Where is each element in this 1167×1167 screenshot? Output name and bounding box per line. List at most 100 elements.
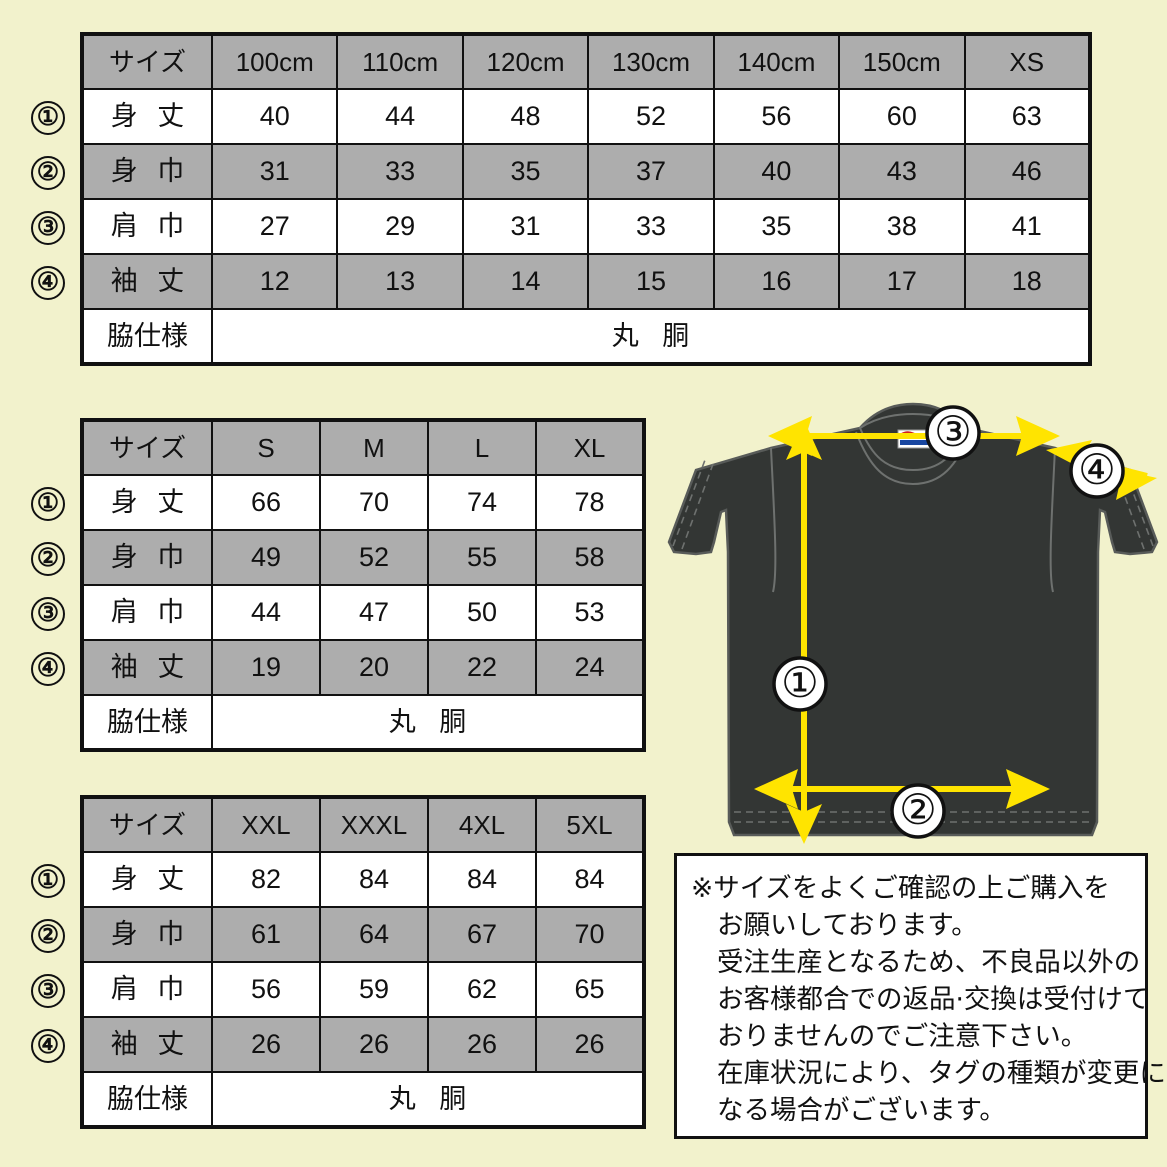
size-column-header: 130cm bbox=[587, 33, 715, 90]
measurement-value: 52 bbox=[587, 88, 715, 145]
row-callout-mark: ③ bbox=[31, 974, 65, 1008]
side-spec-row: 脇仕様丸 胴 bbox=[81, 1071, 645, 1128]
row-callout-mark: ② bbox=[31, 156, 65, 190]
measurement-value: 31 bbox=[210, 143, 339, 200]
measurement-value: 19 bbox=[211, 639, 321, 696]
measurement-value: 26 bbox=[211, 1016, 321, 1073]
side-spec-value: 丸 胴 bbox=[211, 694, 645, 751]
side-spec-label: 脇仕様 bbox=[81, 1071, 213, 1128]
size-column-header: S bbox=[211, 419, 321, 476]
note-line: お客様都合での返品·交換は受付けて bbox=[717, 984, 1150, 1015]
measurement-label: 身 巾 bbox=[81, 906, 213, 963]
measurement-value: 31 bbox=[461, 198, 590, 255]
size-column-header: XXL bbox=[211, 796, 321, 853]
measurement-value: 61 bbox=[211, 906, 321, 963]
callout-label-3: ③ bbox=[934, 410, 972, 456]
measurement-value: 26 bbox=[319, 1016, 429, 1073]
measurement-value: 12 bbox=[210, 253, 339, 310]
row-callout-mark: ① bbox=[31, 487, 65, 521]
row-callout-mark: ④ bbox=[31, 1029, 65, 1063]
measurement-value: 47 bbox=[319, 584, 429, 641]
measurement-value: 15 bbox=[587, 253, 715, 310]
measurement-value: 67 bbox=[427, 906, 537, 963]
size-column-header: 4XL bbox=[427, 796, 537, 853]
size-column-header: 150cm bbox=[838, 33, 966, 90]
size-column-header: 110cm bbox=[336, 33, 464, 90]
note-line: ※サイズをよくご確認の上ご購入を bbox=[691, 873, 1110, 904]
measurement-value: 78 bbox=[535, 474, 645, 531]
measurement-value: 22 bbox=[427, 639, 537, 696]
measurement-value: 62 bbox=[427, 961, 537, 1018]
size-column-header: L bbox=[427, 419, 537, 476]
table-row: 身 丈 82 84 84 84 bbox=[81, 851, 645, 908]
size-header-label: サイズ bbox=[81, 419, 213, 476]
measurement-value: 46 bbox=[963, 143, 1092, 200]
size-column-header: XS bbox=[963, 33, 1092, 90]
row-callout-mark: ③ bbox=[31, 211, 65, 245]
measurement-value: 41 bbox=[963, 198, 1092, 255]
measurement-label: 袖 丈 bbox=[81, 639, 213, 696]
measurement-value: 20 bbox=[319, 639, 429, 696]
table-row: 身 巾 61 64 67 70 bbox=[81, 906, 645, 963]
row-callout-mark: ① bbox=[31, 101, 65, 135]
measure-arrows bbox=[754, 416, 1157, 844]
side-spec-row: 脇仕様丸 胴 bbox=[81, 308, 1091, 365]
size-column-header: M bbox=[319, 419, 429, 476]
table-row: 袖 丈 26 26 26 26 bbox=[81, 1016, 645, 1073]
table-row: 肩 巾 44 47 50 53 bbox=[81, 584, 645, 641]
table-row: 身 巾 49 52 55 58 bbox=[81, 529, 645, 586]
big-size-table: サイズ XXL XXXL 4XL 5XL 身 丈 82 84 84 84 身 巾 61 64 67 70 肩 … bbox=[80, 795, 646, 1129]
kids-size-table-wrap: サイズ 100cm 110cm 120cm 130cm 140cm 150cm XS 身 丈 40… bbox=[80, 32, 1092, 366]
table-row: 肩 巾 56 59 62 65 bbox=[81, 961, 645, 1018]
measurement-value: 24 bbox=[535, 639, 645, 696]
big-size-table-wrap: サイズ XXL XXXL 4XL 5XL 身 丈 82 84 84 84 身 巾 61 64 67 70 肩 … bbox=[80, 795, 646, 1129]
measurement-value: 55 bbox=[427, 529, 537, 586]
measurement-value: 50 bbox=[427, 584, 537, 641]
callout-circle-3: ③ bbox=[925, 405, 981, 461]
measurement-label: 身 丈 bbox=[81, 474, 213, 531]
note-line: おりませんのでご注意下さい。 bbox=[717, 1021, 1088, 1052]
row-callout-mark: ② bbox=[31, 542, 65, 576]
measurement-value: 26 bbox=[427, 1016, 537, 1073]
callout-circle-2: ② bbox=[890, 783, 946, 839]
measurement-label: 身 丈 bbox=[81, 88, 213, 145]
table-row: 身 巾 31 33 35 37 40 43 46 bbox=[81, 143, 1092, 200]
measurement-value: 38 bbox=[838, 198, 966, 255]
tshirt-diagram: ③ ④ ① ② bbox=[660, 392, 1167, 847]
measurement-value: 44 bbox=[211, 584, 321, 641]
size-column-header: 120cm bbox=[461, 33, 590, 90]
measurement-value: 44 bbox=[336, 88, 464, 145]
measurement-value: 65 bbox=[535, 961, 645, 1018]
measurement-value: 84 bbox=[535, 851, 645, 908]
table-row: 袖 丈 12 13 14 15 16 17 18 bbox=[81, 253, 1092, 310]
size-column-header: XXXL bbox=[319, 796, 429, 853]
table-row: 身 丈 40 44 48 52 56 60 63 bbox=[81, 88, 1092, 145]
row-callout-mark: ④ bbox=[31, 652, 65, 686]
size-header-label: サイズ bbox=[81, 796, 213, 853]
size-header-label: サイズ bbox=[81, 33, 213, 90]
size-column-header: 5XL bbox=[535, 796, 645, 853]
size-column-header: XL bbox=[535, 419, 645, 476]
measurement-value: 14 bbox=[461, 253, 590, 310]
measurement-label: 袖 丈 bbox=[81, 253, 213, 310]
callout-label-2: ② bbox=[899, 788, 937, 834]
measurement-value: 66 bbox=[211, 474, 321, 531]
measurement-value: 70 bbox=[319, 474, 429, 531]
note-line: お願いしております。 bbox=[717, 910, 978, 941]
measurement-value: 35 bbox=[461, 143, 590, 200]
measurement-value: 17 bbox=[838, 253, 966, 310]
note-line: なる場合がございます。 bbox=[717, 1095, 1006, 1126]
row-callout-mark: ③ bbox=[31, 597, 65, 631]
measurement-value: 58 bbox=[535, 529, 645, 586]
measurement-label: 肩 巾 bbox=[81, 961, 213, 1018]
measurement-value: 84 bbox=[427, 851, 537, 908]
measurement-value: 43 bbox=[838, 143, 966, 200]
callout-circle-1: ① bbox=[772, 656, 828, 712]
size-column-header: 100cm bbox=[210, 33, 339, 90]
measurement-value: 37 bbox=[587, 143, 715, 200]
measurement-value: 48 bbox=[461, 88, 590, 145]
measurement-value: 64 bbox=[319, 906, 429, 963]
callout-label-4: ④ bbox=[1078, 448, 1116, 494]
measurement-value: 40 bbox=[210, 88, 339, 145]
